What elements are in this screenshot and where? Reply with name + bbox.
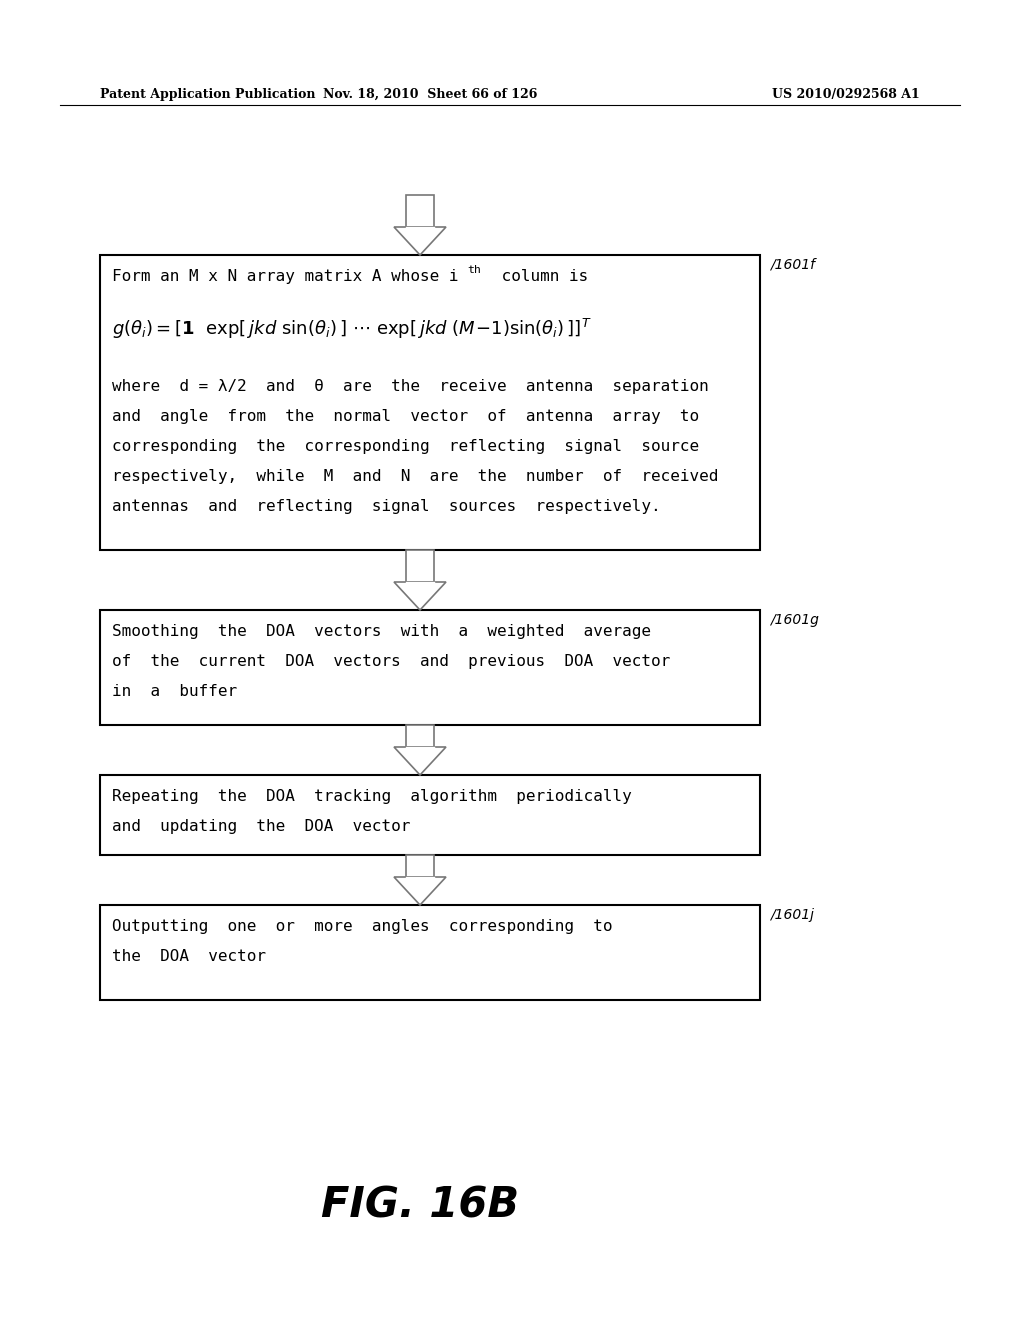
- Text: /1601g: /1601g: [770, 612, 819, 627]
- Polygon shape: [394, 876, 446, 906]
- Text: antennas  and  reflecting  signal  sources  respectively.: antennas and reflecting signal sources r…: [112, 499, 660, 513]
- Text: Form an M x N array matrix A whose i: Form an M x N array matrix A whose i: [112, 269, 459, 284]
- Text: column is: column is: [492, 269, 588, 284]
- Polygon shape: [394, 582, 446, 610]
- Text: Outputting  one  or  more  angles  corresponding  to: Outputting one or more angles correspond…: [112, 919, 612, 935]
- Polygon shape: [394, 747, 446, 775]
- Text: corresponding  the  corresponding  reflecting  signal  source: corresponding the corresponding reflecti…: [112, 440, 699, 454]
- Text: and  updating  the  DOA  vector: and updating the DOA vector: [112, 818, 411, 834]
- Text: of  the  current  DOA  vectors  and  previous  DOA  vector: of the current DOA vectors and previous …: [112, 653, 671, 669]
- Bar: [100, 906, 760, 1001]
- Bar: [406, 855, 434, 876]
- Bar: [406, 550, 434, 582]
- Text: /1601f: /1601f: [770, 257, 815, 272]
- Bar: [406, 195, 434, 227]
- Text: Patent Application Publication: Patent Application Publication: [100, 88, 315, 102]
- Bar: [100, 255, 760, 550]
- Text: the  DOA  vector: the DOA vector: [112, 949, 266, 964]
- Bar: [100, 775, 760, 855]
- Text: Smoothing  the  DOA  vectors  with  a  weighted  average: Smoothing the DOA vectors with a weighte…: [112, 624, 651, 639]
- Text: in  a  buffer: in a buffer: [112, 684, 238, 700]
- Text: /1601j: /1601j: [770, 908, 814, 921]
- Text: respectively,  while  M  and  N  are  the  number  of  received: respectively, while M and N are the numb…: [112, 469, 719, 484]
- Text: Repeating  the  DOA  tracking  algorithm  periodically: Repeating the DOA tracking algorithm per…: [112, 789, 632, 804]
- Text: where  d = λ/2  and  θ  are  the  receive  antenna  separation: where d = λ/2 and θ are the receive ante…: [112, 379, 709, 393]
- Bar: [406, 725, 434, 747]
- Text: US 2010/0292568 A1: US 2010/0292568 A1: [772, 88, 920, 102]
- Bar: [100, 610, 760, 725]
- Text: FIG. 16B: FIG. 16B: [321, 1185, 519, 1228]
- Polygon shape: [394, 227, 446, 255]
- Text: Nov. 18, 2010  Sheet 66 of 126: Nov. 18, 2010 Sheet 66 of 126: [323, 88, 538, 102]
- Text: and  angle  from  the  normal  vector  of  antenna  array  to: and angle from the normal vector of ante…: [112, 409, 699, 424]
- Text: th: th: [467, 265, 480, 275]
- Text: $g(\theta_i) = \left[\mathbf{1}\ \ \mathrm{exp}[\,jkd\ \mathrm{sin}(\theta_i)\,]: $g(\theta_i) = \left[\mathbf{1}\ \ \math…: [112, 317, 592, 341]
